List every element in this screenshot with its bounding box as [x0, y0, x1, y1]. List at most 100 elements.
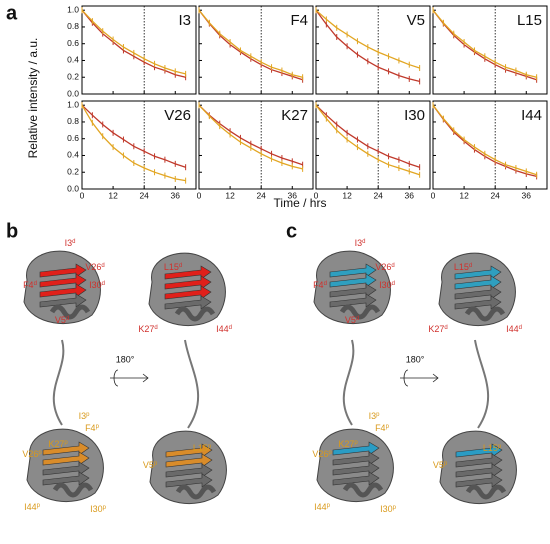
residue-name: K27: [428, 324, 444, 334]
residue-chain: p: [64, 440, 68, 446]
plot-frame: [81, 100, 197, 190]
helix: [464, 306, 506, 322]
residue-name: V5: [345, 315, 356, 325]
residue-label: I3p: [369, 411, 381, 421]
x-tick-label: 0: [431, 190, 436, 200]
residue-name: I30: [380, 504, 393, 514]
panel-title: K27: [281, 107, 308, 124]
beta-strand: [164, 275, 212, 290]
beta-strand: [329, 263, 377, 278]
residue-name: I3: [79, 411, 87, 421]
residue-name: K27: [338, 439, 354, 449]
residue-label: F4d: [23, 280, 37, 290]
residue-name: I44: [24, 502, 37, 512]
residue-label: L15p: [193, 443, 212, 453]
series-line: [81, 9, 186, 78]
series-line: [81, 9, 186, 75]
x-tick-label: 24: [490, 190, 500, 200]
plot-frame: [432, 100, 548, 190]
residue-label: K27p: [48, 439, 68, 449]
residue-chain: p: [86, 412, 90, 418]
residue-chain: d: [324, 281, 327, 287]
residue-label: K27d: [138, 324, 157, 334]
residue-chain: p: [393, 505, 397, 511]
residue-name: I44: [216, 324, 229, 334]
rotation-arrow: [400, 369, 439, 387]
beta-strand: [39, 283, 87, 298]
beta-strand: [455, 453, 503, 468]
residue-label: L15p: [483, 443, 502, 453]
x-axis-label: Time / hrs: [274, 196, 327, 210]
residue-name: L15: [164, 262, 179, 272]
panel-title: V26: [164, 107, 191, 124]
residue-name: I30: [379, 280, 392, 290]
beta-strand: [329, 293, 377, 308]
residue-label: V5d: [345, 315, 359, 325]
residue-name: F4: [85, 423, 96, 433]
y-tick-label: 0.0: [67, 183, 79, 193]
x-tick-label: 36: [522, 190, 532, 200]
residue-label: I30d: [89, 280, 105, 290]
residue-name: L15: [483, 443, 498, 453]
residue-name: I30: [90, 504, 103, 514]
beta-strand: [455, 443, 503, 458]
plot-frame: [432, 5, 548, 95]
residue-name: V5: [55, 315, 66, 325]
residue-chain: d: [229, 325, 232, 331]
residue-label: I44d: [506, 324, 522, 334]
residue-chain: d: [519, 325, 522, 331]
residue-name: K27: [48, 439, 64, 449]
residue-chain: d: [444, 325, 447, 331]
rotation-label: 180°: [116, 354, 135, 364]
plot-frame: [198, 100, 314, 190]
plot-frame: [81, 5, 197, 95]
beta-strand: [454, 285, 502, 300]
beta-strand: [165, 473, 213, 488]
y-tick-label: 0.4: [67, 150, 79, 160]
plot-frame: [315, 100, 431, 190]
beta-strand: [332, 461, 380, 476]
residue-name: F4: [23, 280, 34, 290]
residue-name: I30: [89, 280, 102, 290]
residue-chain: d: [102, 281, 105, 287]
panel-label: b: [6, 220, 18, 242]
residue-chain: p: [96, 424, 100, 430]
residue-name: I3: [369, 411, 377, 421]
residue-label: I30p: [380, 504, 397, 514]
residue-name: K27: [138, 324, 154, 334]
y-tick-label: 0.2: [67, 71, 79, 81]
panel-label: c: [286, 220, 297, 242]
residue-label: K27p: [338, 439, 358, 449]
x-tick-label: 36: [405, 190, 415, 200]
residue-name: I44: [314, 502, 327, 512]
residue-chain: p: [38, 450, 42, 456]
residue-chain: d: [179, 263, 182, 269]
panel-title: I30: [404, 107, 425, 124]
beta-strand: [332, 471, 380, 486]
residue-chain: d: [362, 239, 365, 245]
residue-label: L15d: [164, 262, 182, 272]
beta-strand: [39, 293, 87, 308]
beta-strand: [454, 265, 502, 280]
residue-name: I3: [355, 238, 363, 248]
series-line: [198, 9, 303, 78]
residue-label: I44p: [24, 502, 41, 512]
residue-chain: p: [154, 461, 158, 467]
beta-strand: [39, 273, 87, 288]
panel-title: V5: [407, 12, 425, 29]
residue-chain: p: [37, 503, 41, 509]
x-tick-label: 24: [256, 190, 266, 200]
residue-label: V26d: [85, 262, 104, 272]
residue-label: K27d: [428, 324, 447, 334]
panel-label: a: [6, 2, 18, 24]
beta-strand: [329, 283, 377, 298]
residue-chain: d: [154, 325, 157, 331]
residue-label: V26d: [375, 262, 394, 272]
residue-chain: p: [103, 505, 107, 511]
x-tick-label: 0: [197, 190, 202, 200]
residue-label: I3p: [79, 411, 91, 421]
residue-name: V5: [143, 460, 154, 470]
residue-name: I3: [65, 238, 73, 248]
x-tick-label: 24: [373, 190, 383, 200]
